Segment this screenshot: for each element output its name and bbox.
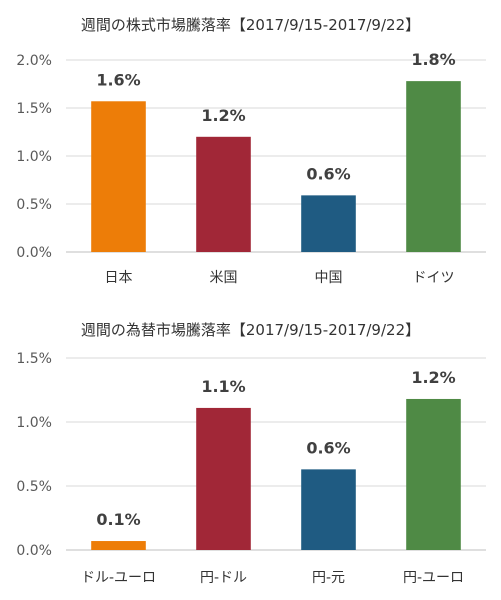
category-label: 日本: [105, 270, 133, 286]
y-tick-label: 0.5%: [16, 479, 52, 495]
y-tick-label: 1.0%: [16, 415, 52, 431]
data-label: 1.2%: [201, 106, 245, 125]
bar: [301, 195, 356, 252]
data-label: 1.8%: [411, 50, 455, 69]
y-tick-label: 0.5%: [16, 197, 52, 213]
bar: [196, 407, 251, 550]
data-label: 1.6%: [96, 70, 140, 89]
category-label: 米国: [210, 270, 238, 286]
data-label: 0.6%: [306, 164, 350, 183]
stock-market-chart: 0.0% 0.5% 1.0% 1.5% 2.0% 1.6% 日本 1.2% 米国 0.6% 中国 1.…: [16, 50, 486, 286]
chart-title: 週間の為替市場騰落率【2017/9/15-2017/9/22】: [80, 321, 421, 339]
y-tick-label: 1.5%: [16, 101, 52, 117]
data-label: 1.2%: [411, 368, 455, 387]
bar: [91, 101, 146, 252]
data-label: 0.1%: [96, 510, 140, 529]
y-tick-label: 2.0%: [16, 53, 52, 69]
y-tick-label: 0.0%: [16, 543, 52, 559]
y-tick-label: 1.0%: [16, 149, 52, 165]
category-label: ドル-ユーロ: [81, 570, 156, 586]
bar: [301, 469, 356, 550]
y-tick-label: 0.0%: [16, 245, 52, 261]
bar: [406, 398, 461, 550]
y-tick-label: 1.5%: [16, 351, 52, 367]
chart-title: 週間の株式市場騰落率【2017/9/15-2017/9/22】: [80, 16, 421, 34]
bar: [91, 541, 146, 550]
category-label: 円-ドル: [200, 570, 247, 586]
category-label: ドイツ: [413, 270, 455, 286]
data-label: 1.1%: [201, 377, 245, 396]
data-label: 0.6%: [306, 438, 350, 457]
bar: [406, 81, 461, 253]
category-label: 円-ユーロ: [403, 570, 464, 586]
bar: [196, 136, 251, 252]
category-label: 中国: [315, 270, 343, 286]
category-label: 円-元: [312, 570, 345, 586]
